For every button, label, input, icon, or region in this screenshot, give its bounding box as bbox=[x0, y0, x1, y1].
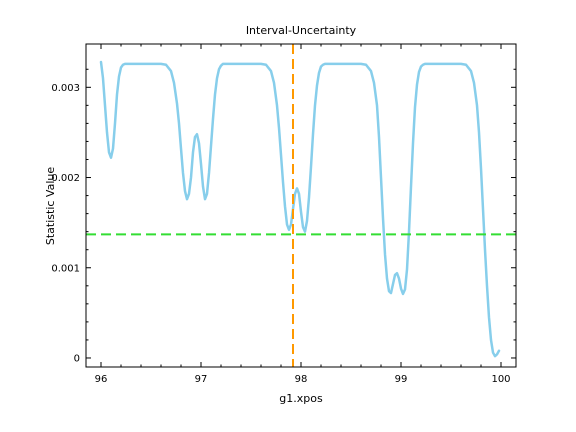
y-tick-label: 0.003 bbox=[51, 83, 80, 94]
y-tick-label: 0.001 bbox=[51, 263, 80, 274]
y-tick-label: 0.002 bbox=[51, 173, 80, 184]
y-tick-label: 0 bbox=[74, 353, 80, 364]
chart-title: Interval-Uncertainty bbox=[246, 24, 357, 37]
series-line-0 bbox=[99, 60, 501, 358]
x-tick-label: 100 bbox=[491, 374, 510, 385]
y-axis: 0 0.001 0.002 0.003 bbox=[51, 68, 516, 364]
x-axis-label: g1.xpos bbox=[279, 392, 323, 405]
x-tick-label: 98 bbox=[295, 374, 308, 385]
plot-area bbox=[86, 44, 516, 367]
x-tick-label: 97 bbox=[195, 374, 208, 385]
y-axis-label: Statistic Value bbox=[44, 167, 57, 245]
x-tick-label: 99 bbox=[395, 374, 408, 385]
x-axis: 96 97 98 99 100 bbox=[95, 44, 511, 385]
x-tick-label: 96 bbox=[95, 374, 108, 385]
